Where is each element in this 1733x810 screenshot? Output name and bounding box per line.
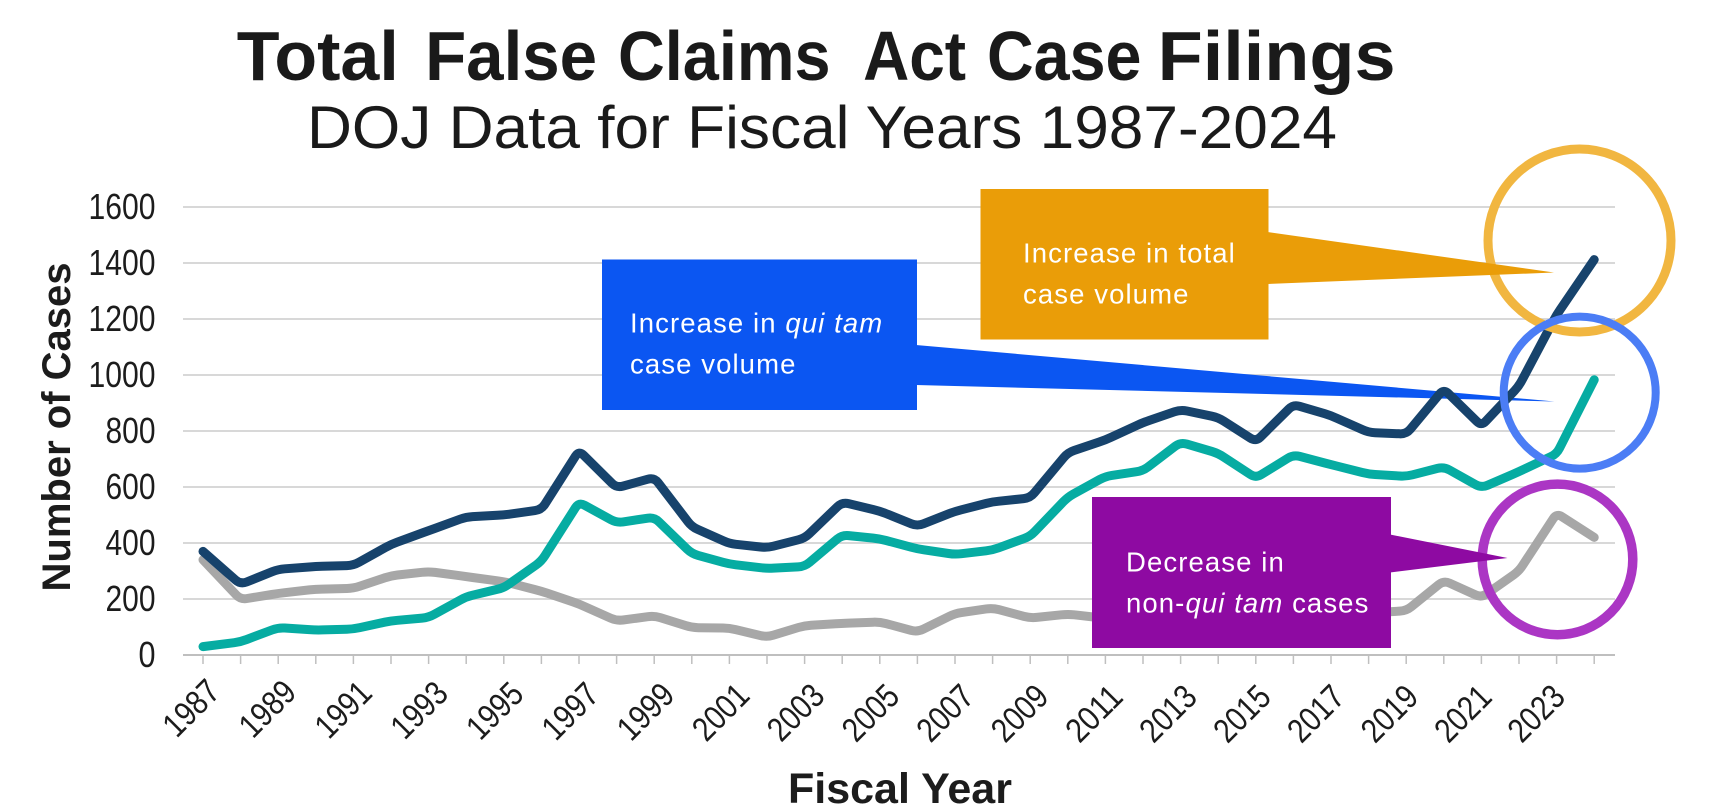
- svg-text:non-qui tam cases: non-qui tam cases: [1126, 588, 1369, 619]
- svg-text:600: 600: [106, 466, 156, 507]
- svg-text:1400: 1400: [89, 242, 156, 283]
- svg-text:1000: 1000: [89, 354, 156, 395]
- svg-text:1600: 1600: [89, 186, 156, 227]
- svg-text:case volume: case volume: [1023, 279, 1189, 310]
- svg-text:Fiscal Year: Fiscal Year: [788, 765, 1012, 805]
- svg-text:Number of Cases: Number of Cases: [35, 263, 79, 592]
- svg-text:800: 800: [106, 410, 156, 451]
- svg-text:Act: Act: [863, 17, 966, 95]
- svg-text:Increase in total: Increase in total: [1023, 238, 1236, 269]
- svg-text:0: 0: [139, 634, 156, 675]
- svg-text:400: 400: [106, 522, 156, 563]
- svg-text:False: False: [425, 17, 597, 95]
- svg-text:case volume: case volume: [630, 349, 796, 380]
- svg-text:Increase in qui tam: Increase in qui tam: [630, 308, 883, 339]
- svg-text:Total: Total: [237, 17, 399, 95]
- svg-text:Decrease in: Decrease in: [1126, 547, 1285, 578]
- svg-text:Case: Case: [987, 17, 1142, 95]
- svg-text:Claims: Claims: [618, 17, 831, 95]
- svg-text:200: 200: [106, 578, 156, 619]
- svg-text:Filings: Filings: [1158, 17, 1396, 95]
- svg-text:DOJ Data for Fiscal Years 1987: DOJ Data for Fiscal Years 1987-2024: [307, 94, 1337, 161]
- svg-text:1200: 1200: [89, 298, 156, 339]
